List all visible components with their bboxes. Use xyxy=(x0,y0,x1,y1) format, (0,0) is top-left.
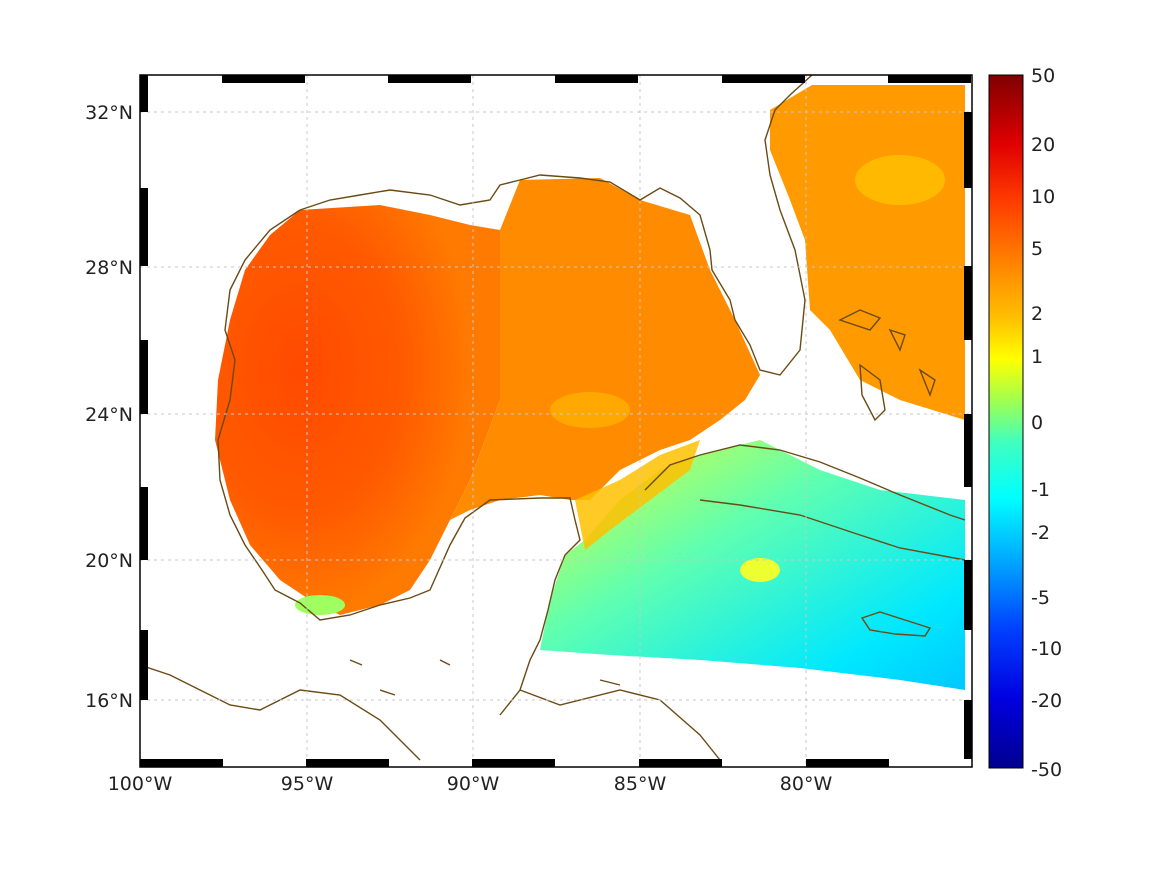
frame-top-seg-5 xyxy=(888,75,971,83)
frame-right-seg-4 xyxy=(964,560,972,630)
gulf-east-field xyxy=(450,178,760,520)
map-frame xyxy=(139,74,973,768)
coast-honduras xyxy=(519,689,721,761)
colorbar-tick-minus10: -10 xyxy=(1031,638,1062,660)
coast-bahamas xyxy=(838,309,936,422)
frame-top-seg-3 xyxy=(555,75,638,83)
frame-right-seg-5 xyxy=(964,700,972,759)
colorbar-tick-50: 50 xyxy=(1031,65,1055,87)
frame-bottom-seg-2 xyxy=(306,759,389,767)
x-tick-label-90w: 90°W xyxy=(447,773,500,795)
colorbar-tick-1: 1 xyxy=(1031,346,1043,368)
frame-top xyxy=(222,75,971,83)
x-tick-label-95w: 95°W xyxy=(281,773,334,795)
x-tick-label-100w: 100°W xyxy=(108,773,173,795)
sst-field xyxy=(215,85,965,690)
frame-bottom-seg-3 xyxy=(472,759,555,767)
coast-central-america xyxy=(140,664,421,761)
y-tick-label-20n: 20°N xyxy=(85,550,133,572)
frame-right-seg-3 xyxy=(964,414,972,487)
grid-lines xyxy=(140,75,972,767)
colorbar-gradient xyxy=(988,74,1024,769)
atlantic-yellow-spot xyxy=(855,155,945,205)
gulf-warm-spot xyxy=(550,392,630,428)
x-tick-labels: 100°W 95°W 90°W 85°W 80°W xyxy=(108,773,833,795)
frame-left-seg-5 xyxy=(140,630,148,700)
colorbar-tick-5: 5 xyxy=(1031,238,1043,260)
colorbar-tick-minus2: -2 xyxy=(1031,522,1050,544)
frame-bottom-seg-5 xyxy=(806,759,889,767)
coast-mexico-west xyxy=(217,209,581,716)
y-tick-label-28n: 28°N xyxy=(85,257,133,279)
frame-bottom-seg-4 xyxy=(639,759,722,767)
x-tick-label-80w: 80°W xyxy=(780,773,833,795)
caribbean-eddy xyxy=(740,558,780,582)
colorbar-tick-minus1: -1 xyxy=(1031,479,1050,501)
gulf-west-field xyxy=(215,205,500,615)
y-tick-label-24n: 24°N xyxy=(85,404,133,426)
colorbar: 50 20 10 5 2 1 0 -1 -2 -5 -10 -20 -50 xyxy=(988,65,1062,781)
colorbar-tick-10: 10 xyxy=(1031,186,1055,208)
y-tick-label-16n: 16°N xyxy=(85,690,133,712)
coast-yucatan-islands xyxy=(349,659,621,696)
coastlines xyxy=(140,75,966,761)
frame-left-seg-1 xyxy=(140,75,148,112)
y-tick-labels: 32°N 28°N 24°N 20°N 16°N xyxy=(85,102,133,712)
frame-right xyxy=(964,112,972,759)
frame-right-seg-2 xyxy=(964,266,972,340)
coast-cuba xyxy=(644,444,966,561)
frame-top-seg-4 xyxy=(722,75,805,83)
atlantic-field xyxy=(770,85,965,420)
coast-us-mexico xyxy=(299,75,813,376)
frame-left-seg-2 xyxy=(140,188,148,266)
frame-top-seg-2 xyxy=(388,75,471,83)
y-tick-label-32n: 32°N xyxy=(85,102,133,124)
frame-right-seg-1 xyxy=(964,112,972,188)
frame-bottom-seg-1 xyxy=(140,759,223,767)
frame-left-seg-4 xyxy=(140,487,148,560)
colorbar-tick-2: 2 xyxy=(1031,303,1043,325)
frame-bottom xyxy=(140,759,889,767)
colorbar-tick-minus20: -20 xyxy=(1031,690,1062,712)
frame-left xyxy=(140,75,148,700)
colorbar-tick-20: 20 xyxy=(1031,134,1055,156)
colorbar-tick-minus5: -5 xyxy=(1031,587,1050,609)
transition-band xyxy=(575,440,700,550)
x-tick-label-85w: 85°W xyxy=(614,773,667,795)
frame-top-seg-1 xyxy=(222,75,305,83)
frame-left-seg-3 xyxy=(140,340,148,414)
colorbar-tick-minus50: -50 xyxy=(1031,759,1062,781)
colorbar-tick-0: 0 xyxy=(1031,412,1043,434)
coast-jamaica xyxy=(860,611,932,637)
